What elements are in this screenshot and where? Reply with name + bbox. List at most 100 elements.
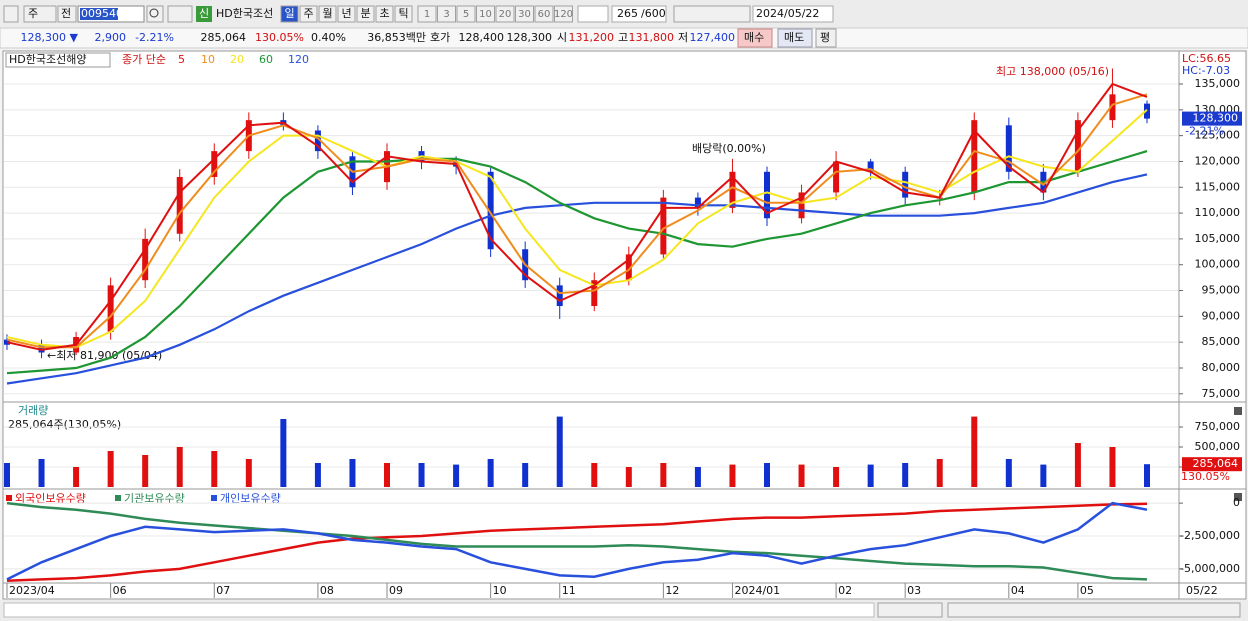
x-tick-label: 2023/04 (9, 584, 55, 597)
count-box[interactable] (611, 5, 667, 23)
count-button[interactable] (554, 5, 573, 23)
count-button[interactable] (456, 5, 476, 23)
count[interactable]: 120 (554, 9, 573, 20)
date-box[interactable] (752, 5, 834, 23)
avg-button[interactable] (815, 28, 837, 48)
count[interactable]: 10 (479, 9, 492, 20)
interval-button[interactable] (356, 5, 375, 23)
count-button[interactable] (534, 5, 554, 23)
count-button[interactable] (437, 5, 456, 23)
chart-title: HD한국조선해양 (9, 52, 86, 66)
high: 131,800 (629, 31, 675, 44)
count-button[interactable] (476, 5, 495, 23)
scroll-buttons[interactable] (877, 602, 943, 618)
volume-bar (418, 463, 425, 487)
x-tick-label: 10 (493, 584, 507, 597)
interval[interactable]: 분 (360, 7, 370, 20)
y-tick-label: 120,000 (1195, 154, 1241, 167)
volume-bar (1109, 447, 1116, 487)
candle-body (902, 171, 909, 198)
avg[interactable]: 평 (820, 31, 830, 44)
prev-button[interactable] (57, 5, 77, 23)
date[interactable]: 2024/05/22 (756, 7, 819, 20)
tool-icons[interactable] (673, 5, 751, 23)
volume-bar (453, 464, 460, 487)
turnover: 0.40% (311, 31, 346, 44)
volume-subtitle: 285,064주(130,05%) (8, 418, 121, 431)
ask: 128,400 (459, 31, 505, 44)
sell-button[interactable] (777, 28, 813, 48)
count[interactable]: 5 (463, 9, 469, 20)
candle-body (798, 192, 805, 219)
interval[interactable]: 일 (284, 6, 294, 20)
prev[interactable]: 전 (61, 7, 71, 20)
change: 2,900 (95, 31, 127, 44)
low: 127,400 (690, 31, 736, 44)
close-icon[interactable] (1234, 407, 1242, 415)
volume-bar (107, 451, 114, 487)
interval-button[interactable] (394, 5, 413, 23)
count[interactable]: 1 (424, 9, 430, 20)
sound-button[interactable] (167, 5, 193, 23)
chart-frame (2, 50, 1180, 600)
code[interactable]: 009540 (81, 7, 123, 20)
y-tick-label: 0 (1233, 496, 1240, 509)
amount: 36,853백만 (367, 31, 426, 44)
scrollbar[interactable] (3, 602, 875, 618)
legend-swatch (6, 495, 12, 501)
y-tick-label: 75,000 (1202, 387, 1241, 400)
y-tick-label: 90,000 (1202, 309, 1241, 322)
ma-line (6, 82, 1148, 351)
legend-entry: 5 (178, 53, 185, 66)
x-tick-label: 06 (113, 584, 127, 597)
period[interactable]: 주 (28, 7, 38, 20)
count[interactable]: 30 (518, 9, 531, 20)
interval-button[interactable] (375, 5, 394, 23)
x-tick-label: 11 (562, 584, 576, 597)
count-button[interactable] (515, 5, 534, 23)
volume-bar (556, 416, 563, 487)
holding-line (6, 501, 1148, 581)
period-select[interactable] (23, 5, 57, 23)
interval-button[interactable] (299, 5, 318, 23)
candle-body (867, 161, 874, 172)
count[interactable]: 20 (499, 9, 512, 20)
volume-bar (1144, 464, 1150, 487)
search-button[interactable] (146, 5, 164, 23)
y-tick-label: 500,000 (1195, 440, 1241, 453)
legend-entry: 기관보유수량 (124, 492, 185, 505)
y-tick-label: 105,000 (1195, 232, 1241, 245)
zoom-tools[interactable] (947, 602, 1241, 618)
interval-button[interactable] (280, 5, 299, 23)
buy-button[interactable] (737, 28, 773, 48)
menu-icon[interactable] (3, 5, 19, 23)
candle-body (38, 344, 45, 353)
interval[interactable]: 주 (303, 7, 313, 20)
sell[interactable]: 매도 (784, 31, 804, 44)
interval[interactable]: 초 (379, 7, 389, 20)
interval[interactable]: 틱 (398, 7, 408, 20)
candle-body (4, 339, 10, 345)
volume-bar (1040, 464, 1047, 487)
bid: 128,300 (507, 31, 553, 44)
interval[interactable]: 월 (322, 7, 332, 20)
last-date: 05/22 (1186, 584, 1218, 597)
count[interactable]: 3 (443, 9, 449, 20)
volume-bar (625, 467, 632, 487)
low-label: 저 (678, 31, 688, 44)
dropdown[interactable] (577, 5, 609, 23)
last-price: 128,300 (1193, 112, 1239, 125)
count[interactable]: 60 (538, 9, 551, 20)
volume-bar (245, 459, 252, 487)
credit-badge (196, 6, 212, 22)
interval[interactable]: 년 (341, 7, 351, 20)
close-icon[interactable] (1234, 493, 1242, 501)
count-button[interactable] (417, 5, 437, 23)
buy[interactable]: 매수 (744, 31, 764, 44)
count-button[interactable] (495, 5, 515, 23)
holding-line (6, 501, 1148, 581)
last-change: -2.21% (1185, 125, 1224, 138)
interval-button[interactable] (337, 5, 356, 23)
interval-button[interactable] (318, 5, 337, 23)
volume-bar (694, 467, 701, 487)
